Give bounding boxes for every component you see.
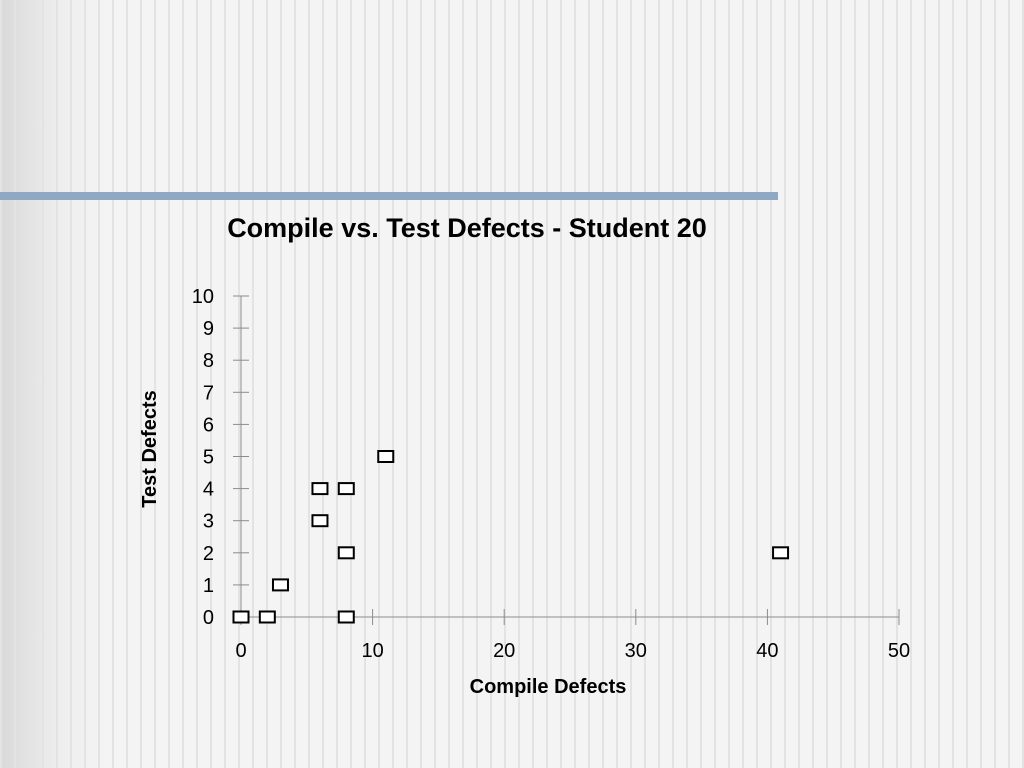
data-points bbox=[232, 450, 790, 624]
data-point bbox=[271, 578, 289, 592]
x-axis: 0 10 20 30 40 50 bbox=[235, 609, 910, 662]
data-point bbox=[377, 450, 395, 463]
data-point bbox=[337, 482, 355, 496]
y-tick-label: 8 bbox=[203, 350, 214, 372]
data-point bbox=[772, 546, 790, 560]
data-point bbox=[311, 514, 329, 528]
x-tick-label: 40 bbox=[756, 640, 778, 662]
y-axis-label: Test Defects bbox=[139, 390, 161, 507]
x-axis-label: Compile Defects bbox=[470, 676, 627, 698]
y-tick-label: 1 bbox=[203, 575, 214, 597]
x-tick-label: 50 bbox=[888, 640, 910, 662]
x-tick-label: 0 bbox=[235, 640, 246, 662]
data-point bbox=[258, 610, 276, 624]
x-tick-label: 20 bbox=[493, 640, 515, 662]
x-tick-label: 30 bbox=[625, 640, 647, 662]
y-tick-label: 6 bbox=[203, 414, 214, 436]
y-tick-label: 2 bbox=[203, 543, 214, 565]
x-tick-label: 10 bbox=[361, 640, 383, 662]
data-point bbox=[232, 610, 250, 624]
y-tick-label: 3 bbox=[203, 511, 214, 533]
data-point bbox=[311, 482, 329, 496]
y-tick-label: 0 bbox=[203, 607, 214, 629]
data-point bbox=[337, 546, 355, 560]
y-axis: 0 1 2 3 4 5 6 7 8 9 10 bbox=[192, 286, 249, 629]
y-tick-label: 7 bbox=[203, 382, 214, 404]
data-point bbox=[337, 610, 355, 624]
y-tick-label: 10 bbox=[192, 286, 214, 308]
chart-title: Compile vs. Test Defects - Student 20 bbox=[227, 213, 707, 243]
y-tick-label: 5 bbox=[203, 447, 214, 469]
y-tick-label: 9 bbox=[203, 318, 214, 340]
y-tick-label: 4 bbox=[203, 479, 214, 501]
accent-bar bbox=[0, 192, 778, 200]
